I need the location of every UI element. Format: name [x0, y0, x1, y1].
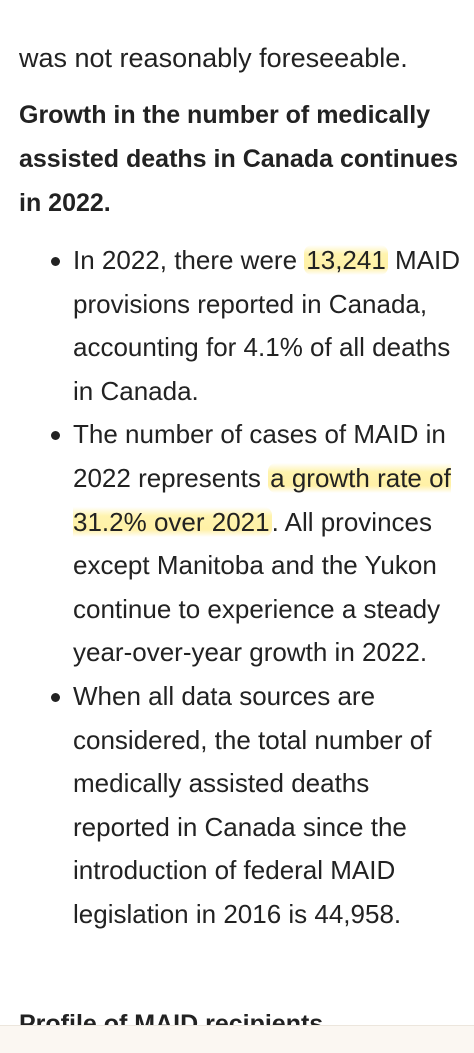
section-heading: Growth in the number of medically assist… [19, 101, 459, 217]
bullet-list: In 2022, there were 13,241 MAID provisio… [0, 239, 474, 937]
bullet-text: When all data sources are considered, th… [73, 680, 432, 929]
bullet-text: In 2022, there were [73, 245, 298, 275]
bullet-icon [51, 692, 60, 702]
bullet-text: . All provinces except Manitoba and the … [73, 506, 441, 668]
previous-paragraph-fragment: was not reasonably foreseeable. [19, 43, 408, 73]
list-item: When all data sources are considered, th… [0, 675, 474, 937]
bottom-bar [0, 1025, 474, 1053]
bullet-text: MAID provisions reported in Canada, acco… [73, 245, 461, 406]
bullet-icon [51, 431, 60, 441]
bullet-text: The number of cases of MAID in 2022 repr… [73, 419, 446, 493]
bullet-icon [51, 257, 60, 266]
highlighted-text: 13,241 [304, 245, 388, 275]
list-item: The number of cases of MAID in 2022 repr… [0, 413, 474, 675]
list-item: In 2022, there were 13,241 MAID provisio… [0, 239, 474, 413]
